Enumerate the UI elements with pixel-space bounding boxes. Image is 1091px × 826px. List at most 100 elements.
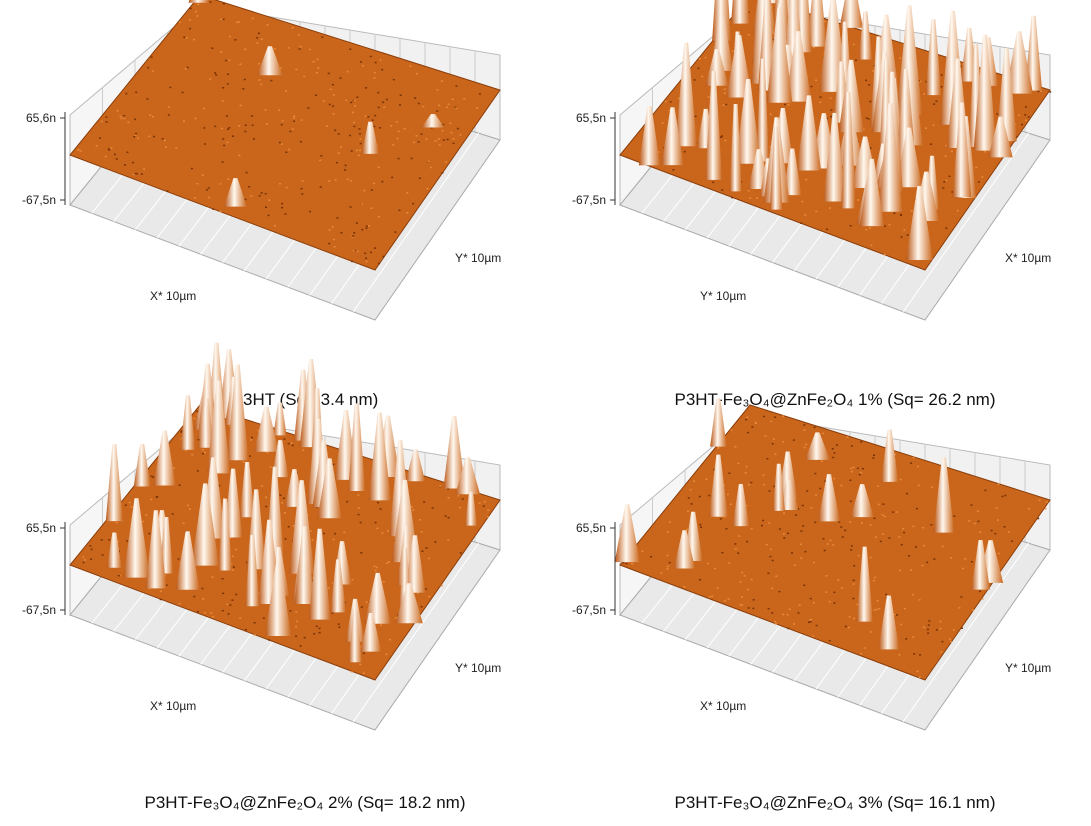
texture [257,592,260,594]
texture [300,119,303,121]
peak [732,483,750,527]
texture [927,624,930,626]
texture [221,127,224,130]
texture [945,227,948,229]
texture [1045,501,1048,503]
texture [244,628,247,631]
texture [376,527,379,530]
peak [123,498,150,578]
texture [222,592,225,595]
texture [928,620,931,622]
texture [221,578,224,580]
peak [330,559,346,613]
texture [300,140,303,143]
texture [825,575,828,577]
texture [362,672,365,674]
texture [189,27,192,30]
texture [285,151,288,154]
texture [236,21,239,24]
texture [850,549,853,551]
texture [244,124,247,126]
texture [77,149,80,151]
texture [377,91,380,94]
texture [365,257,368,260]
texture [945,144,948,147]
texture [476,107,479,109]
texture [357,494,360,496]
texture [997,483,1000,485]
texture [782,613,785,616]
texture [273,48,276,50]
texture [189,7,192,10]
texture [359,138,362,140]
texture [420,133,423,135]
z-max-label: 65,5n [26,521,56,535]
texture [809,597,812,600]
texture [657,151,660,153]
texture [201,174,204,176]
peak [133,443,151,487]
texture [660,572,663,574]
texture [128,501,131,504]
texture [775,575,778,577]
z-max-label: 65,5n [576,111,606,125]
texture [734,446,737,448]
texture [1028,507,1031,510]
texture [371,119,374,121]
texture [182,120,185,122]
texture [778,590,781,593]
texture [458,506,461,509]
texture [765,543,768,546]
texture [359,142,362,145]
texture [698,495,701,498]
texture [260,83,263,86]
texture [772,38,775,41]
z-max-label: 65,6n [26,111,56,125]
texture [299,645,302,647]
texture [800,557,803,559]
texture [319,186,322,188]
texture [299,45,302,48]
texture [126,540,129,542]
texture [166,190,169,192]
texture [120,117,123,120]
texture [921,526,924,529]
afm-panel: 65,5n -67,5n X* 10µm Y* 10µm [572,398,1051,731]
texture [1040,90,1043,93]
texture [373,182,376,185]
texture [309,530,312,532]
texture [264,206,267,208]
texture [795,514,798,516]
peak [933,457,955,533]
texture [333,246,336,248]
texture [666,568,669,570]
texture [260,192,263,194]
texture [809,619,812,621]
peak [368,412,391,501]
texture [622,561,625,564]
front-axis-label: Y* 10µm [700,289,746,303]
peak [807,0,827,47]
texture [335,161,338,164]
texture [349,48,352,50]
texture [440,584,443,587]
texture [829,539,832,542]
texture [631,562,634,565]
peak [952,102,972,197]
texture [852,466,855,469]
texture [406,212,409,214]
texture [201,449,204,451]
texture [346,178,349,181]
texture [243,78,246,81]
texture [446,138,449,141]
texture [686,528,689,531]
texture [456,127,459,130]
texture [1038,499,1041,502]
texture [694,115,697,118]
texture [251,17,254,20]
texture [747,431,750,434]
texture [171,513,174,515]
texture [940,86,943,88]
texture [331,612,334,614]
texture [360,606,363,608]
